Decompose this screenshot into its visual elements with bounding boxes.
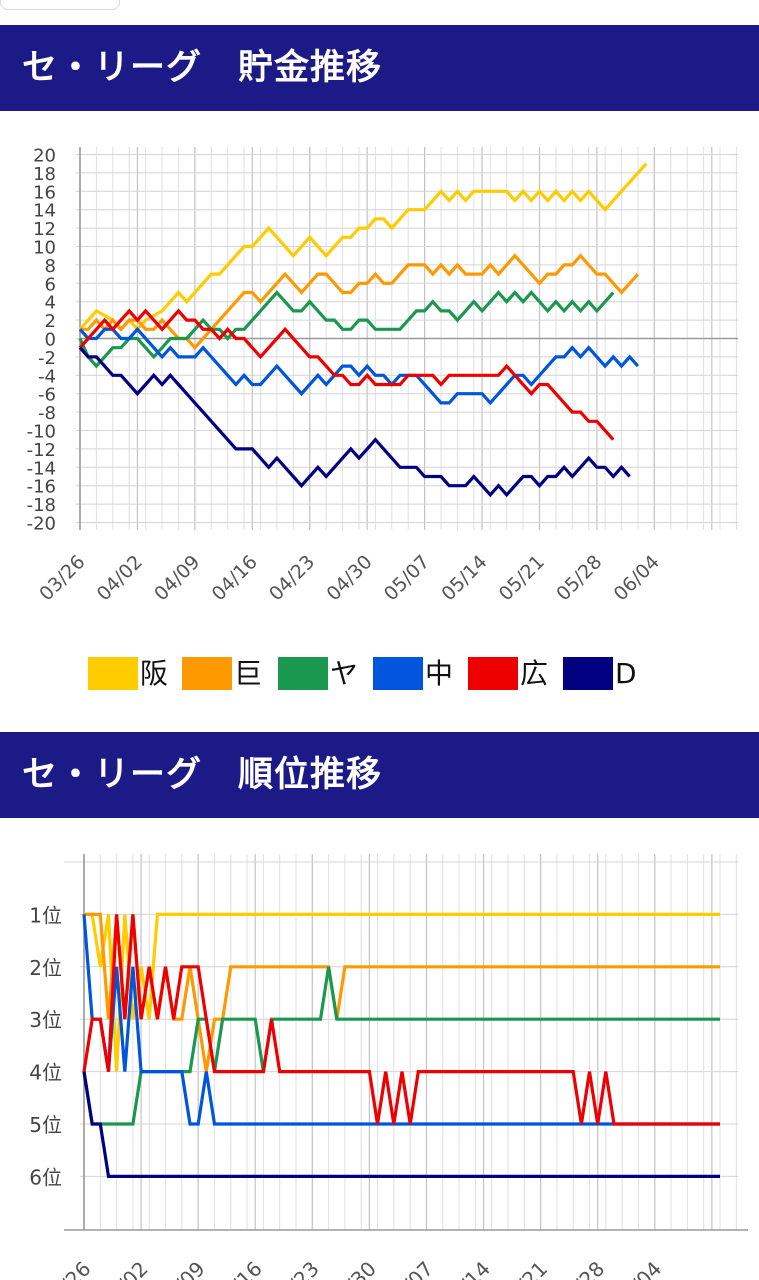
series-line-hanshin bbox=[78, 162, 648, 332]
x-tick-label: 05/07 bbox=[380, 551, 434, 605]
y-tick-labels: 1位 2位 3位 4位 5位 6位 bbox=[29, 903, 62, 1189]
legend-label-dena: D bbox=[615, 657, 637, 690]
y-tick-label: 12 bbox=[33, 219, 56, 240]
grid bbox=[64, 854, 738, 1230]
x-tick-labels: 03/2604/0204/0904/1604/2304/3005/0705/14… bbox=[38, 1257, 666, 1280]
series-lines bbox=[82, 912, 720, 1178]
legend-swatch-chunichi bbox=[373, 657, 423, 690]
y-tick-label: 4位 bbox=[29, 1061, 62, 1085]
series-line-kyojin bbox=[84, 912, 720, 1072]
x-tick-label: 03/26 bbox=[38, 1257, 96, 1280]
y-tick-label: 6位 bbox=[29, 1165, 62, 1189]
y-tick-label: -10 bbox=[27, 422, 56, 443]
y-tick-label: 4 bbox=[45, 293, 56, 314]
y-tick-label: 20 bbox=[33, 146, 56, 167]
legend-swatch-dena bbox=[563, 657, 613, 690]
series-line-hiroshima bbox=[78, 308, 615, 441]
y-tick-label: 18 bbox=[33, 164, 56, 185]
y-tick-label: -6 bbox=[38, 385, 56, 406]
x-tick-label: 04/30 bbox=[323, 1257, 381, 1280]
x-tick-label: 05/14 bbox=[437, 551, 491, 605]
y-tick-label: -20 bbox=[27, 514, 56, 535]
y-tick-label: 10 bbox=[33, 238, 56, 259]
y-tick-label: 3位 bbox=[29, 1008, 62, 1032]
x-tick-label: 04/23 bbox=[265, 551, 319, 605]
y-tick-label: 2位 bbox=[29, 956, 62, 980]
y-tick-label: 5位 bbox=[29, 1113, 62, 1137]
rank-chart-title: セ・リーグ 順位推移 bbox=[22, 755, 383, 795]
x-tick-label: 05/14 bbox=[437, 1257, 495, 1280]
y-tick-label: -12 bbox=[27, 440, 56, 461]
y-tick-labels: 20181614121086420-2-4-6-8-10-12-14-16-18… bbox=[27, 146, 56, 535]
y-tick-label: 0 bbox=[45, 330, 56, 351]
legend-label-hanshin: 阪 bbox=[140, 657, 169, 690]
y-tick-label: 14 bbox=[33, 201, 56, 222]
y-tick-label: 2 bbox=[45, 311, 56, 332]
rank-chart: 1位 2位 3位 4位 5位 6位 03/2604/0204/0904/1604/2304/… bbox=[29, 854, 748, 1280]
legend-swatch-kyojin bbox=[182, 657, 232, 690]
legend-swatch-yakult bbox=[278, 657, 328, 690]
x-tick-label: 05/21 bbox=[495, 551, 549, 605]
y-tick-label: -18 bbox=[27, 495, 56, 516]
y-tick-label: 6 bbox=[45, 274, 56, 295]
x-tick-label: 06/04 bbox=[610, 551, 664, 605]
y-tick-label: -16 bbox=[27, 477, 56, 498]
rank-chart-header: セ・リーグ 順位推移 bbox=[0, 732, 759, 818]
y-tick-label: -8 bbox=[38, 403, 56, 424]
x-tick-label: 04/09 bbox=[152, 1257, 210, 1280]
series-line-hanshin bbox=[84, 912, 720, 1072]
top-tab-stub bbox=[0, 0, 120, 10]
legend-label-yakult: ヤ bbox=[330, 657, 359, 690]
legend-swatch-hanshin bbox=[88, 657, 138, 690]
series-line-dena bbox=[78, 346, 631, 498]
chart-legend: 阪 巨 ヤ 中 広 D bbox=[0, 650, 759, 698]
x-tick-label: 04/30 bbox=[322, 551, 376, 605]
x-tick-label: 04/23 bbox=[266, 1257, 324, 1280]
series-line-kyojin bbox=[80, 253, 640, 351]
x-tick-label: 05/07 bbox=[380, 1257, 438, 1280]
x-tick-label: 04/16 bbox=[209, 1257, 267, 1280]
y-tick-label: -2 bbox=[38, 348, 56, 369]
x-tick-label: 04/02 bbox=[95, 1257, 153, 1280]
x-tick-label: 05/28 bbox=[552, 551, 606, 605]
x-tick-label: 04/16 bbox=[208, 551, 262, 605]
x-tick-label: 04/09 bbox=[150, 551, 204, 605]
series-lines bbox=[78, 162, 648, 498]
series-line-chunichi bbox=[78, 326, 640, 406]
series-line-yakult bbox=[78, 290, 615, 369]
x-tick-label: 05/28 bbox=[551, 1257, 609, 1280]
y-tick-label: -4 bbox=[38, 366, 56, 387]
savings-chart: 20181614121086420-2-4-6-8-10-12-14-16-18… bbox=[27, 146, 738, 605]
savings-chart-header: セ・リーグ 貯金推移 bbox=[0, 25, 759, 111]
legend-label-hiroshima: 広 bbox=[520, 657, 549, 690]
x-tick-label: 03/26 bbox=[35, 551, 89, 605]
y-tick-label: 16 bbox=[33, 182, 56, 203]
x-tick-label: 04/02 bbox=[93, 551, 147, 605]
legend-label-kyojin: 巨 bbox=[234, 657, 263, 690]
y-tick-label: 1位 bbox=[29, 903, 62, 927]
x-tick-label: 05/21 bbox=[494, 1257, 552, 1280]
x-tick-label: 06/04 bbox=[609, 1257, 667, 1280]
legend-label-chunichi: 中 bbox=[425, 657, 454, 690]
savings-chart-title: セ・リーグ 貯金推移 bbox=[22, 48, 383, 88]
y-tick-label: -14 bbox=[27, 458, 56, 479]
legend-swatch-hiroshima bbox=[468, 657, 518, 690]
y-tick-label: 8 bbox=[45, 256, 56, 277]
series-line-dena bbox=[82, 1071, 720, 1178]
series-line-hiroshima bbox=[82, 914, 720, 1126]
